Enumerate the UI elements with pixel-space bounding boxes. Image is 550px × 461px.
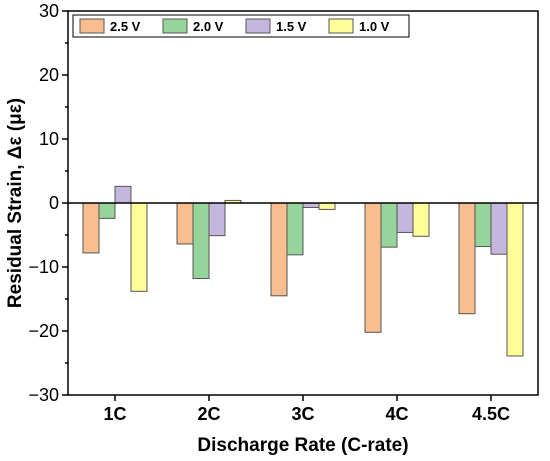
bar-1C-15V: [114, 185, 132, 204]
bar-1C-20V: [98, 202, 116, 219]
bar-4_5C-25V: [458, 202, 476, 315]
y-tick-label: 30: [39, 1, 59, 21]
legend-swatch: [162, 18, 188, 34]
bar-4C-20V: [380, 202, 398, 248]
bar-4_5C-10V: [506, 202, 524, 357]
legend-box: [72, 14, 410, 38]
x-tick-label: 4C: [385, 404, 408, 424]
bar-3C-25V: [270, 202, 288, 297]
y-tick-label: 0: [49, 193, 59, 213]
x-tick-label: 2C: [197, 404, 220, 424]
legend-label: 1.5 V: [276, 19, 307, 34]
y-tick-label: 10: [39, 129, 59, 149]
bar-2C-25V: [176, 202, 194, 245]
bar-3C-10V: [318, 202, 336, 210]
y-tick-label: −30: [28, 385, 59, 405]
legend-label: 2.5 V: [110, 19, 141, 34]
bar-4C-15V: [396, 202, 414, 233]
bar-4_5C-20V: [474, 202, 492, 248]
y-tick-label: −20: [28, 321, 59, 341]
legend-label: 1.0 V: [359, 19, 390, 34]
y-tick-label: −10: [28, 257, 59, 277]
bar-3C-20V: [286, 202, 304, 256]
legend-swatch: [328, 18, 354, 34]
bar-4_5C-15V: [490, 202, 508, 255]
bar-4C-10V: [412, 202, 430, 237]
bar-2C-20V: [192, 202, 210, 280]
bar-1C-10V: [130, 202, 148, 292]
y-tick-label: 20: [39, 65, 59, 85]
x-axis-label: Discharge Rate (C-rate): [197, 435, 408, 456]
x-tick-label: 1C: [103, 404, 126, 424]
legend-swatch: [245, 18, 271, 34]
y-axis-label: Residual Strain, Δε (με): [5, 98, 26, 308]
x-tick-label: 4.5C: [472, 404, 510, 424]
bar-4C-25V: [364, 202, 382, 333]
legend: 2.5 V 2.0 V 1.5 V 1.0 V: [72, 14, 410, 38]
bar-1C-25V: [82, 202, 100, 254]
legend-label: 2.0 V: [193, 19, 224, 34]
legend-swatch: [79, 18, 105, 34]
bar-2C-15V: [208, 202, 226, 237]
x-tick-label: 3C: [291, 404, 314, 424]
